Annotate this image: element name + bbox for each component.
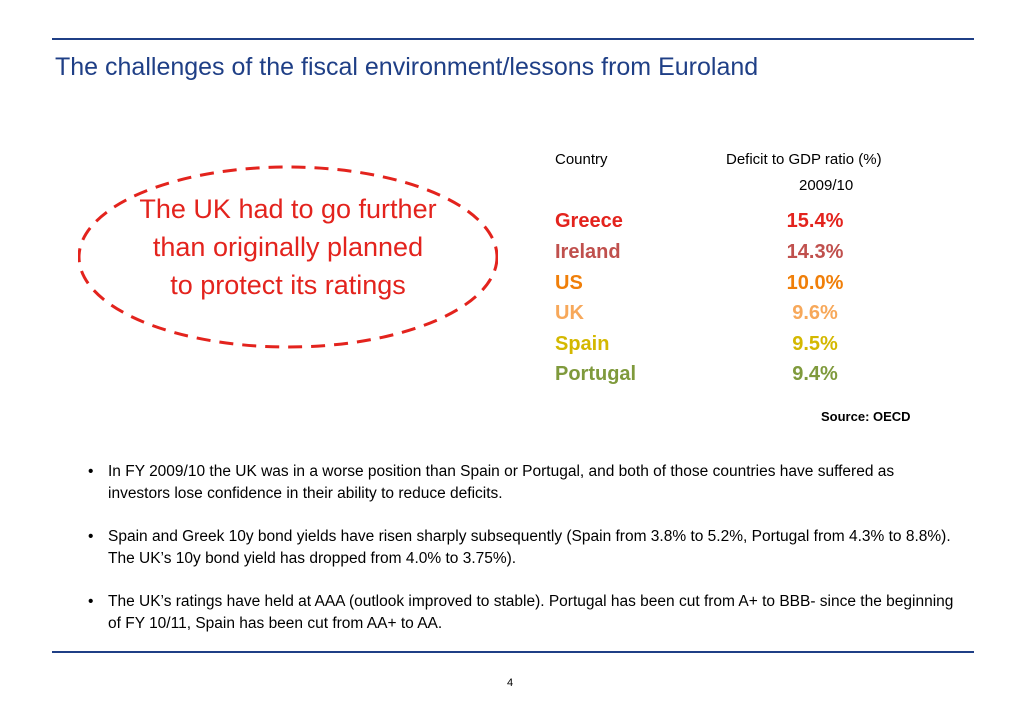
page-title: The challenges of the fiscal environment… — [55, 53, 759, 81]
bullet-text: Spain and Greek 10y bond yields have ris… — [108, 528, 951, 567]
top-rule — [52, 38, 974, 40]
page-number: 4 — [507, 677, 514, 689]
country-name: Ireland — [555, 241, 621, 263]
bullet-icon: • — [88, 463, 94, 480]
country-name: Portugal — [555, 363, 637, 385]
country-name: Spain — [555, 333, 610, 355]
table-row: Portugal 9.4% — [555, 363, 885, 393]
dashed-ellipse — [78, 165, 498, 349]
table-row: US 10.0% — [555, 272, 885, 302]
table-header-year: 2009/10 — [799, 177, 854, 194]
bullet-list: • In FY 2009/10 the UK was in a worse po… — [88, 461, 958, 656]
deficit-value: 10.0% — [786, 272, 844, 294]
bullet-item: • The UK’s ratings have held at AAA (out… — [88, 591, 958, 635]
bullet-icon: • — [88, 593, 94, 610]
table-row: Spain 9.5% — [555, 333, 885, 363]
bullet-item: • Spain and Greek 10y bond yields have r… — [88, 526, 958, 570]
bullet-item: • In FY 2009/10 the UK was in a worse po… — [88, 461, 958, 505]
callout-text: The UK had to go further than originally… — [139, 194, 437, 300]
table-row: Ireland 14.3% — [555, 241, 885, 271]
deficit-value: 15.4% — [786, 210, 844, 232]
table-header-ratio: Deficit to GDP ratio (%) — [726, 151, 882, 168]
bottom-rule — [52, 651, 974, 653]
deficit-value: 9.5% — [792, 333, 838, 355]
country-name: US — [555, 272, 583, 294]
bullet-icon: • — [88, 528, 94, 545]
callout: The UK had to go further than originally… — [78, 165, 498, 350]
bullet-text: The UK’s ratings have held at AAA (outlo… — [108, 593, 954, 632]
country-name: Greece — [555, 210, 623, 232]
bullet-text: In FY 2009/10 the UK was in a worse posi… — [108, 463, 895, 502]
deficit-value: 9.4% — [792, 363, 838, 385]
source-note: Source: OECD — [821, 409, 911, 424]
deficit-value: 14.3% — [786, 241, 844, 263]
deficit-value: 9.6% — [792, 302, 838, 324]
table-row: UK 9.6% — [555, 302, 885, 332]
country-name: UK — [555, 302, 584, 324]
table-header-country: Country — [555, 151, 608, 168]
table-row: Greece 15.4% — [555, 210, 885, 240]
